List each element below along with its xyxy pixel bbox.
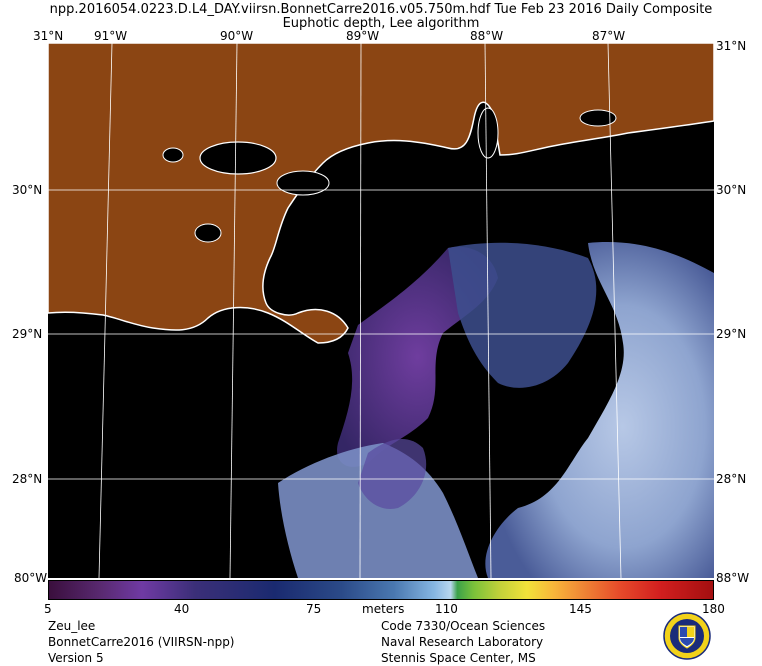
corner-label-tl: 31°N	[33, 29, 64, 43]
lat-label-30n-left: 30°N	[12, 183, 43, 197]
product-name: Zeu_lee	[48, 619, 96, 633]
lake-pontchartrain	[199, 141, 277, 175]
map-title: npp.2016054.0223.D.L4_DAY.viirsn.BonnetC…	[49, 2, 713, 17]
land-mass	[48, 43, 714, 344]
lat-label-28n-right: 28°N	[716, 472, 747, 486]
corner-label-tr: 31°N	[716, 39, 747, 53]
shelf-water	[278, 443, 478, 578]
colorbar-tick-75: 75	[306, 602, 322, 616]
high-depth-water	[485, 242, 714, 578]
org-code: Code 7330/Ocean Sciences	[381, 619, 546, 633]
colorbar-tick-145: 145	[569, 602, 592, 616]
pensacola-bay	[579, 109, 617, 127]
corner-label-bl: 80°W	[14, 571, 48, 585]
lon-label-87w: 87°W	[592, 29, 626, 43]
map-canvas	[48, 43, 714, 578]
lat-label-30n-right: 30°N	[716, 183, 747, 197]
lon-label-88w: 88°W	[470, 29, 504, 43]
version-label: Version 5	[48, 651, 104, 665]
lat-label-28n-left: 28°N	[12, 472, 43, 486]
org-name: Naval Research Laboratory	[381, 635, 544, 649]
dataset-name: BonnetCarre2016 (VIIRSN-npp)	[48, 635, 235, 649]
lake-maurepas	[162, 147, 184, 163]
mid-depth-water	[448, 242, 597, 388]
mobile-bay	[477, 107, 499, 159]
colorbar-unit: meters	[362, 602, 405, 616]
org-location: Stennis Space Center, MS	[381, 651, 536, 665]
lat-label-29n-right: 29°N	[716, 327, 747, 341]
lat-label-29n-left: 29°N	[12, 327, 43, 341]
lake-borgne	[276, 170, 330, 196]
colorbar-tick-40: 40	[174, 602, 190, 616]
lake-salvador	[194, 223, 222, 243]
map-subtitle: Euphotic depth, Lee algorithm	[282, 16, 480, 31]
colorbar-tick-110: 110	[435, 602, 458, 616]
colorbar-tick-180: 180	[702, 602, 725, 616]
lon-label-91w: 91°W	[94, 29, 128, 43]
colorbar	[48, 580, 714, 600]
lon-label-90w: 90°W	[220, 29, 254, 43]
corner-label-br: 88°W	[716, 571, 750, 585]
nrl-seal-logo	[663, 612, 711, 660]
euphotic-depth-map	[48, 43, 714, 578]
colorbar-tick-5: 5	[44, 602, 52, 616]
inner-blue-streak	[358, 438, 427, 509]
graticule	[48, 43, 714, 578]
lon-label-89w: 89°W	[346, 29, 380, 43]
